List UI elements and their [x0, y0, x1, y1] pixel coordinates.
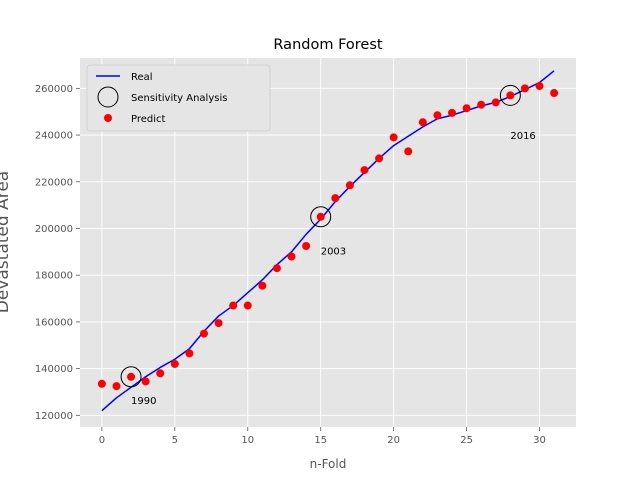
year-annotation: 2003 [321, 247, 346, 258]
x-axis-label: n-Fold [310, 457, 347, 471]
predict-point [287, 252, 296, 261]
annotation-layer: 1990 2003 2016 [131, 131, 536, 407]
y-tick-label: 120000 [35, 411, 73, 422]
predict-point [258, 281, 267, 290]
legend-sensitivity-label: Sensitivity Analysis [131, 93, 227, 104]
predict-point [389, 133, 398, 142]
predict-point [404, 147, 413, 156]
sensitivity-ring [310, 206, 332, 228]
y-tick-label: 160000 [35, 317, 73, 328]
legend-predict-swatch [104, 114, 112, 122]
legend-box [86, 64, 271, 132]
legend: Real Sensitivity Analysis Predict [86, 64, 271, 132]
y-tick-label: 240000 [35, 131, 73, 142]
y-tick-label: 140000 [35, 364, 73, 375]
y-tick-label: 180000 [35, 271, 73, 282]
predict-point [127, 372, 136, 381]
x-tick-label: 5 [172, 435, 178, 446]
predict-point [170, 359, 179, 368]
predict-point [112, 382, 121, 391]
legend-sensitivity-swatch [97, 86, 119, 108]
x-tick-label: 0 [99, 435, 105, 446]
predict-point [243, 301, 252, 310]
year-annotation: 1990 [131, 396, 156, 407]
chart-title: Random Forest [273, 37, 382, 53]
series-layer [97, 70, 559, 412]
predict-point [477, 100, 486, 109]
y-tick-label: 200000 [35, 224, 73, 235]
y-tick-label: 260000 [35, 84, 73, 95]
y-axis-ticks: 120000 140000 160000 180000 200000 220000 2400… [35, 84, 80, 422]
predict-point [214, 319, 223, 328]
predict-point [360, 166, 369, 175]
predict-point [491, 98, 500, 107]
predict-point [331, 194, 340, 203]
predict-point [156, 369, 165, 378]
x-tick-label: 25 [460, 435, 473, 446]
legend-real-label: Real [131, 72, 153, 83]
y-tick-label: 220000 [35, 177, 73, 188]
predict-point [418, 118, 427, 127]
predict-point [345, 181, 354, 190]
predict-point [448, 108, 456, 117]
x-tick-label: 15 [314, 435, 327, 446]
predict-point [141, 377, 150, 386]
y-axis-label: Devastated Area [0, 171, 13, 313]
predict-point [506, 91, 515, 100]
predict-point [462, 104, 471, 113]
year-annotation: 2016 [510, 131, 535, 142]
sensitivity-ring [120, 366, 142, 388]
predict-point [550, 89, 559, 98]
x-tick-label: 20 [387, 435, 400, 446]
x-tick-label: 30 [533, 435, 546, 446]
predict-point [316, 212, 325, 221]
legend-predict-label: Predict [131, 114, 166, 125]
predict-point [200, 329, 208, 338]
predict-point [302, 242, 311, 251]
x-axis-ticks: 0 5 10 15 20 25 30 [99, 427, 546, 446]
predict-point [272, 264, 281, 273]
predict-point [185, 349, 194, 358]
predict-point [535, 82, 544, 91]
predict-point [229, 301, 238, 310]
predict-point [520, 84, 529, 93]
x-tick-label: 10 [241, 435, 254, 446]
predict-point [375, 154, 384, 163]
predict-point [433, 111, 442, 120]
sensitivity-ring [499, 84, 521, 106]
predict-point [97, 379, 106, 388]
